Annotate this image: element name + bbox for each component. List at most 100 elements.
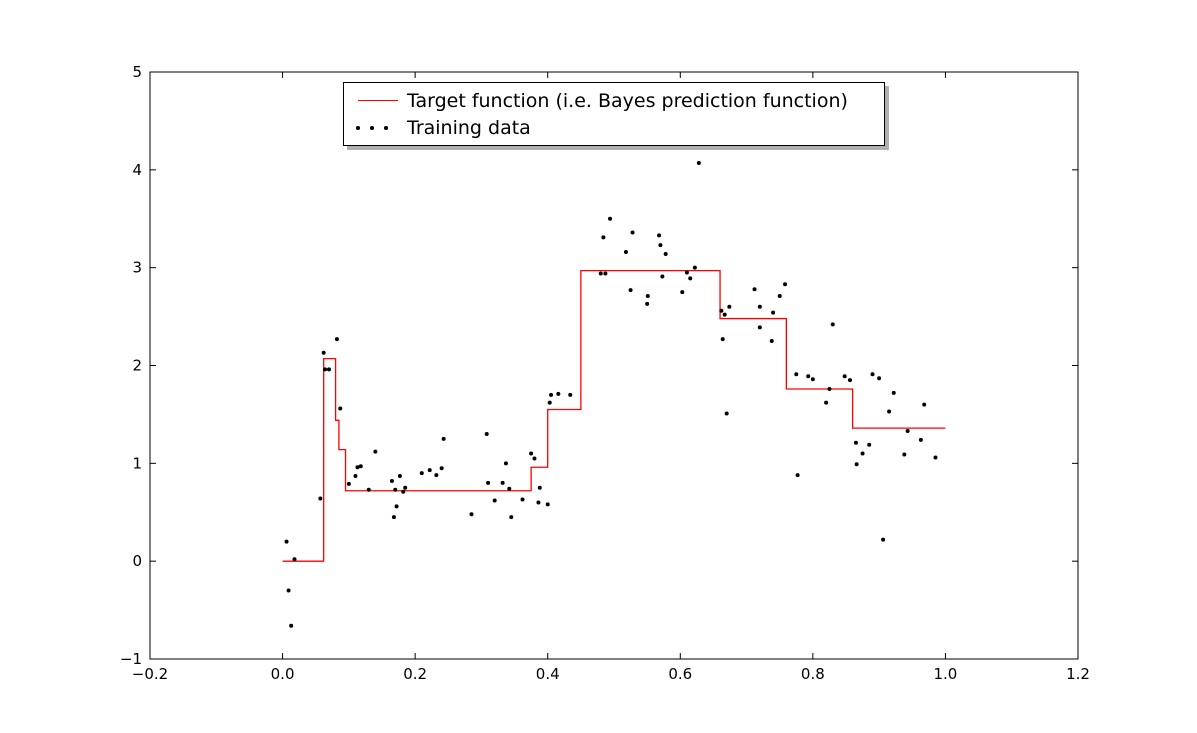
training-data-point [503, 461, 508, 466]
x-tick-label: 0.0 [271, 665, 295, 683]
y-tick-label: 1 [132, 454, 142, 472]
training-data-point [806, 374, 811, 379]
x-tick-label: 0.2 [403, 665, 427, 683]
training-data-point [853, 440, 858, 445]
training-data-point [568, 392, 573, 397]
legend-marker-dot [384, 126, 388, 130]
training-data-point [441, 436, 446, 441]
training-data-point [353, 474, 358, 479]
y-tick-label: −1 [120, 650, 142, 668]
training-data-point [657, 233, 662, 238]
training-data-point [536, 500, 541, 505]
training-data-point [795, 473, 800, 478]
training-data-point [484, 431, 489, 436]
training-data-point [688, 276, 693, 281]
legend-marker-dot [370, 126, 374, 130]
training-data-point [393, 487, 398, 492]
training-data-point [696, 160, 701, 165]
training-data-point [520, 497, 525, 502]
training-data-point [603, 271, 608, 276]
legend-entry-training: Training data [344, 115, 884, 141]
training-data-point [486, 480, 491, 485]
training-data-point [507, 486, 512, 491]
legend-label-target: Target function (i.e. Bayes prediction f… [407, 90, 848, 112]
training-data-point [867, 442, 872, 447]
training-data-point [338, 406, 343, 411]
training-data-point [284, 539, 289, 544]
training-data-point [658, 243, 663, 248]
legend-marker-dot [356, 126, 360, 130]
training-data-point [891, 390, 896, 395]
training-data-point [827, 386, 832, 391]
training-data-point [556, 391, 561, 396]
training-data-point [842, 374, 847, 379]
training-data-point [771, 310, 776, 315]
training-data-point [549, 392, 554, 397]
y-tick-label: 0 [132, 552, 142, 570]
training-data-point [623, 250, 628, 255]
training-data-point [630, 230, 635, 235]
training-data-point [860, 451, 865, 456]
training-data-point [500, 480, 505, 485]
training-data-point [547, 400, 552, 405]
training-data-point [391, 515, 396, 520]
training-data-point [724, 411, 729, 416]
training-data-point [877, 376, 882, 381]
training-data-point [608, 216, 613, 221]
y-tick-label: 3 [132, 259, 142, 277]
training-data-point [545, 502, 550, 507]
training-data-point [769, 339, 774, 344]
training-data-point [394, 504, 399, 509]
training-data-point [692, 265, 697, 270]
training-data-point [824, 400, 829, 405]
legend-entry-target: Target function (i.e. Bayes prediction f… [344, 88, 884, 114]
training-data-point [887, 409, 892, 414]
x-tick-label: 1.2 [1066, 665, 1090, 683]
training-data-point [870, 372, 875, 377]
training-data-point [847, 378, 852, 383]
training-data-point [777, 294, 782, 299]
legend-label-training: Training data [407, 117, 531, 139]
training-data-point [492, 498, 497, 503]
training-data-point [321, 350, 326, 355]
training-data-point [684, 270, 689, 275]
y-tick-label: 4 [132, 161, 142, 179]
training-data-point [722, 312, 727, 317]
training-data-point [434, 473, 439, 478]
training-data-point [598, 271, 603, 276]
training-data-point [905, 429, 910, 434]
training-data-point [286, 588, 291, 593]
training-data-point [509, 515, 514, 520]
training-data-point [922, 402, 927, 407]
training-data-point [601, 235, 606, 240]
training-data-point [403, 485, 408, 490]
training-data-point [663, 251, 668, 256]
training-data-point [918, 437, 923, 442]
training-data-point [439, 466, 444, 471]
x-tick-label: −0.2 [132, 665, 168, 683]
training-data-point [727, 304, 732, 309]
training-data-point [326, 367, 331, 372]
training-data-point [532, 456, 537, 461]
training-data-point [292, 557, 297, 562]
training-data-point [757, 325, 762, 330]
training-data-point [373, 449, 378, 454]
x-tick-label: 0.4 [536, 665, 560, 683]
y-tick-label: 2 [132, 357, 142, 375]
training-data-point [366, 487, 371, 492]
legend: Target function (i.e. Bayes prediction f… [343, 82, 885, 146]
training-data-point [660, 274, 665, 279]
training-data-point [401, 489, 406, 494]
training-data-point [419, 471, 424, 476]
training-data-point [358, 464, 363, 469]
training-data-point [720, 337, 725, 342]
training-data-point [469, 512, 474, 517]
training-data-point [318, 496, 323, 501]
training-data-point [810, 377, 815, 382]
training-data-point [427, 468, 432, 473]
training-data-point [752, 287, 757, 292]
y-tick-label: 5 [132, 63, 142, 81]
training-data-point [355, 465, 360, 470]
target-function-line [282, 269, 946, 562]
legend-line-swatch [358, 100, 398, 101]
